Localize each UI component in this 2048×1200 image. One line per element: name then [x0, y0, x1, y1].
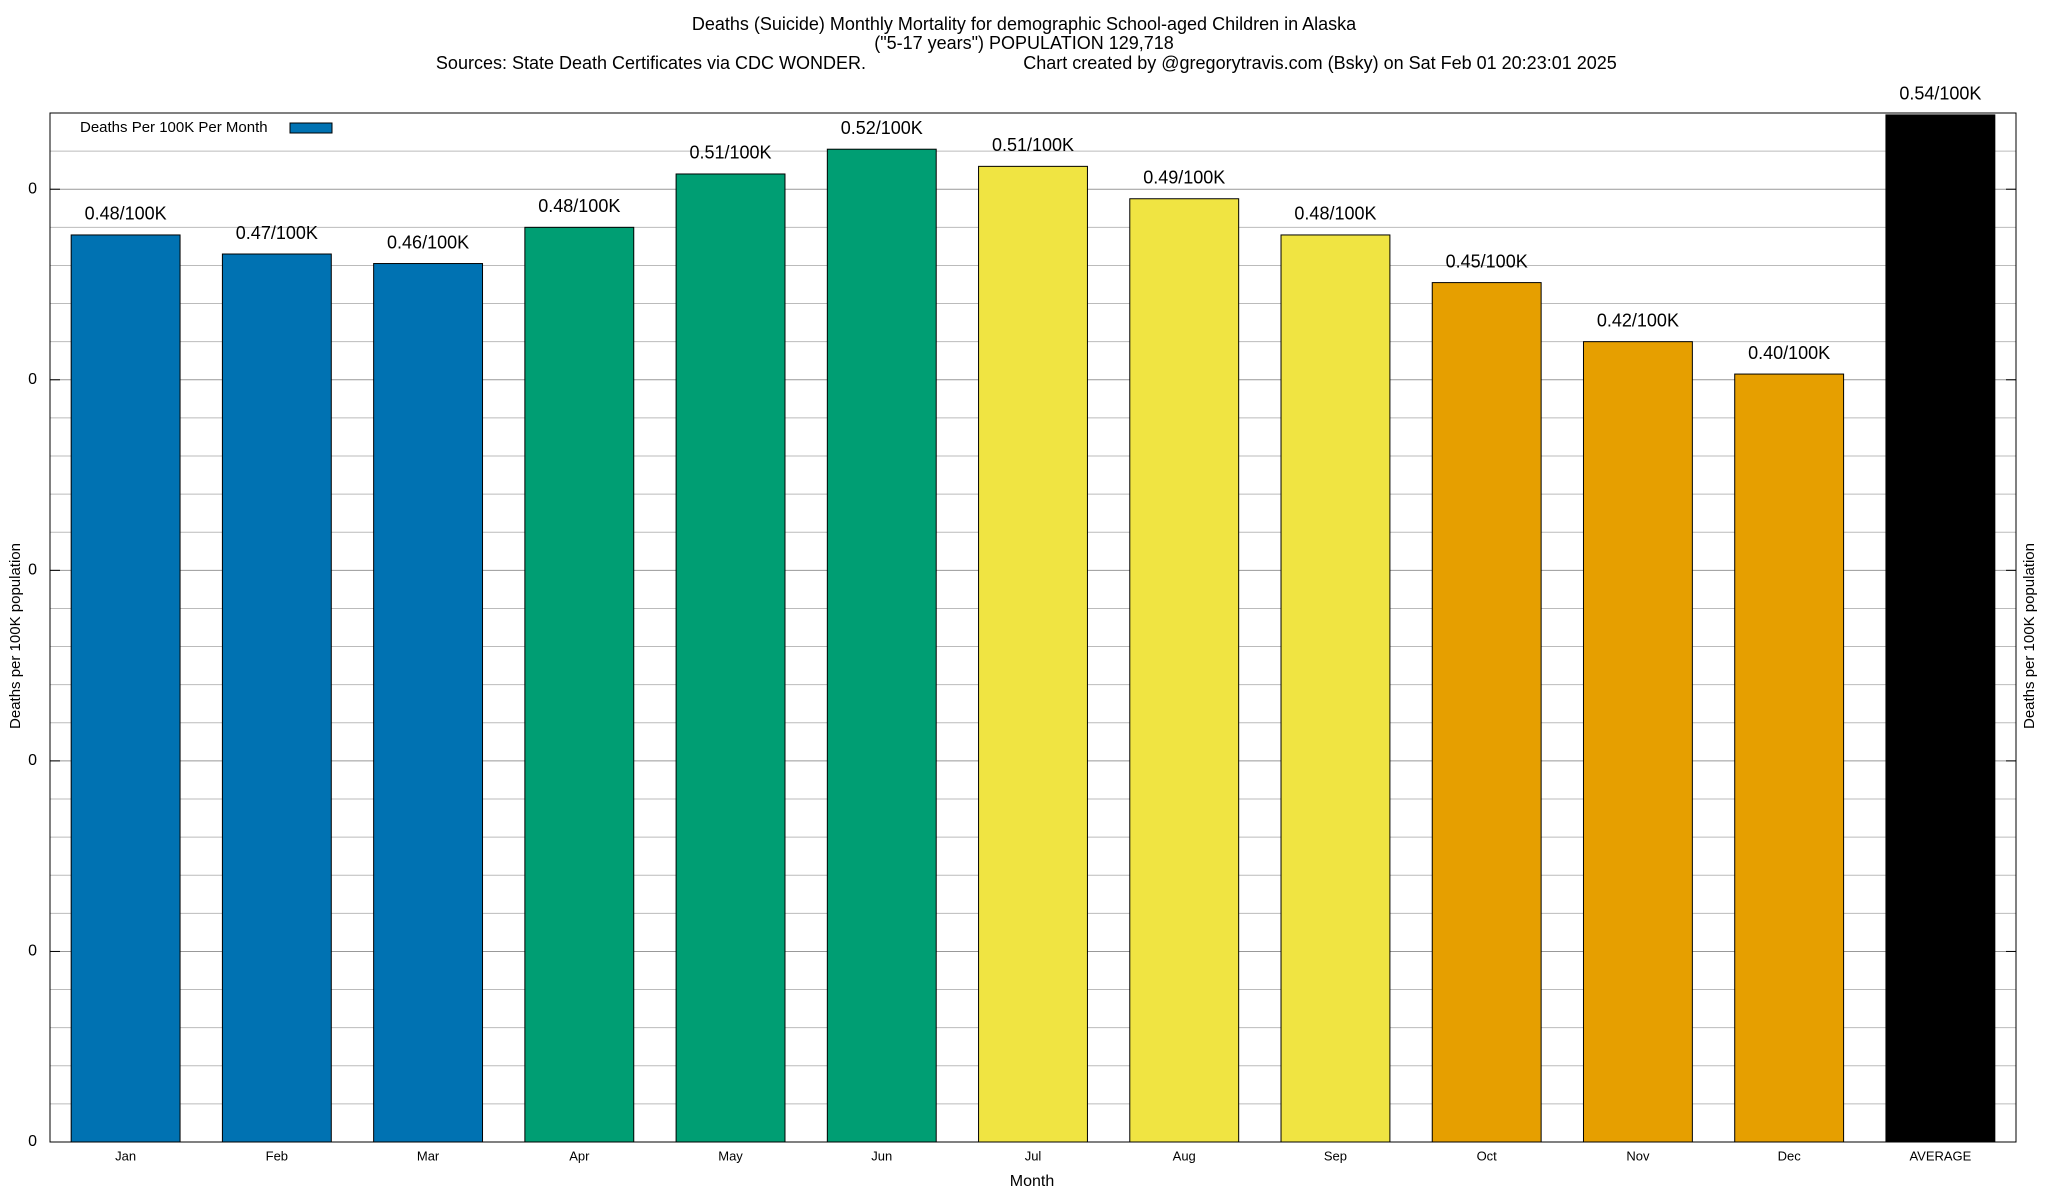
value-label: 0.48/100K — [85, 204, 167, 224]
credit-note: Chart created by @gregorytravis.com (Bsk… — [1023, 53, 1617, 73]
y-tick-label: 0 — [28, 180, 37, 197]
bar — [70, 234, 181, 1143]
value-label: 0.48/100K — [538, 196, 620, 216]
chart-subtitle: ("5-17 years") POPULATION 129,718 — [874, 33, 1174, 53]
y-tick-label: 0 — [28, 562, 37, 579]
x-tick-label: Nov — [1626, 1148, 1650, 1163]
y-tick-label: 0 — [28, 752, 37, 769]
y2-axis-label: Deaths per 100K population — [2021, 543, 2038, 729]
value-label: 0.46/100K — [387, 232, 469, 252]
x-tick-label: Dec — [1778, 1148, 1802, 1163]
legend-swatch — [289, 122, 333, 134]
x-tick-label: May — [718, 1148, 743, 1163]
bar — [978, 165, 1088, 1143]
bar — [826, 148, 937, 1143]
value-label: 0.52/100K — [841, 118, 923, 138]
bar — [675, 173, 786, 1143]
x-tick-label: Jun — [871, 1148, 892, 1163]
bar — [524, 226, 635, 1143]
x-axis-label: Month — [1010, 1173, 1054, 1190]
chart-title: Deaths (Suicide) Monthly Mortality for d… — [692, 14, 1357, 34]
bar — [221, 253, 332, 1143]
y-tick-label: 0 — [28, 943, 37, 960]
y-axis-label: Deaths per 100K population — [7, 543, 24, 729]
x-tick-label: Aug — [1173, 1148, 1196, 1163]
legend-label: Deaths Per 100K Per Month — [80, 119, 268, 136]
source-note: Sources: State Death Certificates via CD… — [436, 53, 866, 73]
value-label: 0.51/100K — [992, 135, 1074, 155]
x-tick-label: Jul — [1025, 1148, 1042, 1163]
y-tick-label: 0 — [28, 1133, 37, 1150]
bar — [1431, 282, 1542, 1143]
bar — [1582, 341, 1693, 1143]
x-tick-label: AVERAGE — [1909, 1148, 1971, 1163]
bar — [1885, 114, 1996, 1143]
bar — [1280, 234, 1391, 1143]
x-tick-label: Apr — [569, 1148, 590, 1163]
value-label: 0.42/100K — [1597, 310, 1679, 330]
x-tick-label: Sep — [1324, 1148, 1347, 1163]
x-tick-label: Jan — [115, 1148, 136, 1163]
x-tick-label: Feb — [266, 1148, 288, 1163]
bar — [1129, 198, 1240, 1143]
x-tick-label: Mar — [417, 1148, 440, 1163]
value-label: 0.54/100K — [1899, 84, 1981, 104]
value-label: 0.47/100K — [236, 223, 318, 243]
plot-frame — [49, 112, 2017, 1143]
value-label: 0.45/100K — [1446, 251, 1528, 271]
value-label: 0.48/100K — [1294, 204, 1376, 224]
y-tick-label: 0 — [28, 371, 37, 388]
value-label: 0.40/100K — [1748, 343, 1830, 363]
x-tick-label: Oct — [1477, 1148, 1498, 1163]
bar — [373, 263, 484, 1143]
bar — [1734, 373, 1845, 1143]
value-label: 0.51/100K — [689, 143, 771, 163]
value-label: 0.49/100K — [1143, 168, 1225, 188]
